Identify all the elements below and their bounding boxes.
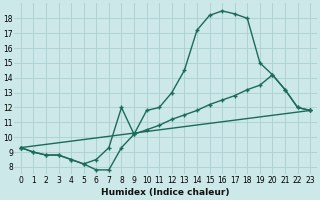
X-axis label: Humidex (Indice chaleur): Humidex (Indice chaleur) bbox=[101, 188, 230, 197]
